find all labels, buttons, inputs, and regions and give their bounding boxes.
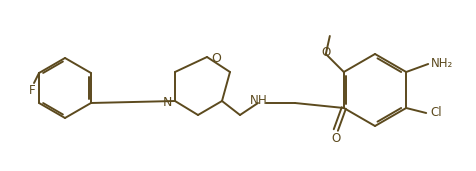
Text: N: N <box>249 95 258 108</box>
Text: Cl: Cl <box>430 107 442 120</box>
Text: N: N <box>162 95 172 109</box>
Text: O: O <box>321 47 330 60</box>
Text: H: H <box>258 94 267 107</box>
Text: F: F <box>29 84 35 97</box>
Text: O: O <box>211 51 221 64</box>
Text: NH₂: NH₂ <box>431 57 453 70</box>
Text: O: O <box>331 131 340 144</box>
